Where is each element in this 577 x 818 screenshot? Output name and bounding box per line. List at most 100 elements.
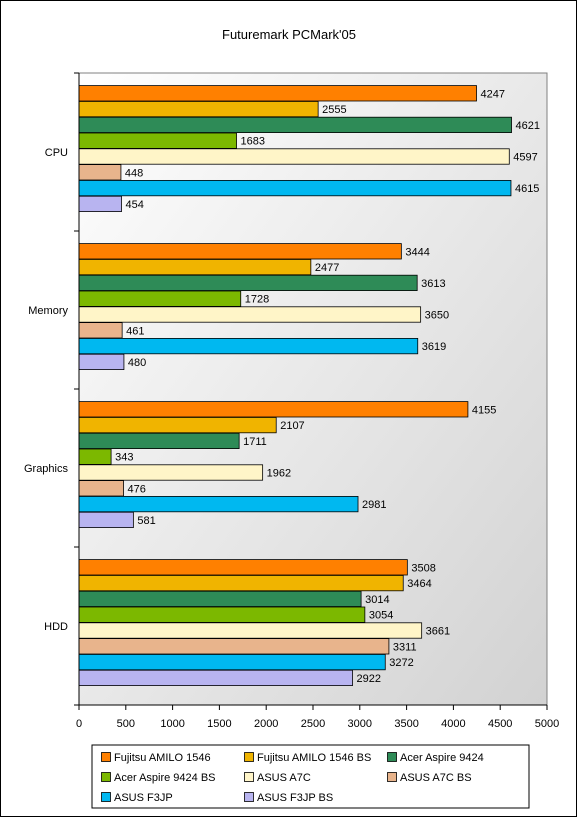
bar <box>78 101 319 118</box>
bar <box>78 337 419 355</box>
data-label: 3464 <box>407 578 431 590</box>
data-label: 3508 <box>411 562 435 574</box>
data-label: 2981 <box>362 499 386 511</box>
bar <box>78 511 134 529</box>
legend-swatch <box>101 792 111 802</box>
legend-label: Fujitsu AMILO 1546 BS <box>257 752 371 764</box>
data-label: 4247 <box>481 88 505 100</box>
data-label: 581 <box>137 515 155 527</box>
bar <box>78 290 242 307</box>
bar <box>78 495 359 513</box>
data-label: 3272 <box>389 657 413 669</box>
data-label: 454 <box>125 199 143 211</box>
bar <box>78 179 512 197</box>
data-label: 1683 <box>241 136 265 148</box>
data-label: 4597 <box>513 152 537 164</box>
data-label: 4615 <box>515 183 539 195</box>
data-label: 2922 <box>356 673 380 685</box>
legend-label: Acer Aspire 9424 <box>400 752 484 764</box>
y-tick-label: Memory <box>28 305 68 317</box>
bar <box>78 559 408 576</box>
x-tick-label: 500 <box>117 718 135 730</box>
bar <box>78 432 240 450</box>
bar <box>78 322 123 339</box>
bar <box>78 622 423 639</box>
axes-layer: CPU Memory Graphics HDD 0 500 1000 1500 2000 2500… <box>24 72 559 730</box>
data-label: 1711 <box>243 436 267 448</box>
bar <box>78 654 386 671</box>
data-label: 461 <box>126 325 144 337</box>
bar <box>78 669 353 687</box>
data-label: 1962 <box>267 468 291 480</box>
data-label: 3661 <box>426 626 450 638</box>
data-label: 2555 <box>322 104 346 116</box>
bar <box>78 132 237 149</box>
data-label: 476 <box>128 483 146 495</box>
y-tick-label: Graphics <box>24 463 69 475</box>
bar <box>78 116 512 133</box>
legend-label: ASUS A7C <box>257 772 311 784</box>
legend-swatch <box>387 772 397 782</box>
data-label: 3014 <box>365 594 389 606</box>
legend-swatch <box>244 772 254 782</box>
data-label: 3650 <box>425 310 449 322</box>
bar <box>78 480 124 497</box>
data-label: 3444 <box>405 246 429 258</box>
bar <box>78 606 366 623</box>
legend-label: ASUS F3JP BS <box>257 792 333 804</box>
x-tick-label: 0 <box>76 718 82 730</box>
bar <box>78 85 477 102</box>
x-tick-label: 3500 <box>394 718 418 730</box>
bar <box>78 353 125 371</box>
legend-swatch <box>101 752 111 762</box>
x-tick-label: 2500 <box>301 718 325 730</box>
bar <box>78 164 122 181</box>
data-label: 480 <box>128 357 146 369</box>
bar <box>78 306 422 323</box>
legend: Fujitsu AMILO 1546 Fujitsu AMILO 1546 BS A… <box>91 744 530 809</box>
legend-swatch <box>101 772 111 782</box>
data-label: 3054 <box>369 610 393 622</box>
x-tick-label: 5000 <box>535 718 559 730</box>
bar <box>78 638 390 655</box>
bar <box>78 243 402 260</box>
chart-title: Futuremark PCMark'05 <box>222 27 356 42</box>
bar <box>78 258 312 276</box>
data-label: 343 <box>115 452 133 464</box>
x-tick-label: 4500 <box>488 718 512 730</box>
legend-swatch <box>387 752 397 762</box>
data-label: 2477 <box>315 262 339 274</box>
bar <box>78 416 277 434</box>
x-tick-label: 3000 <box>348 718 372 730</box>
data-label: 3311 <box>393 641 417 653</box>
bar <box>78 401 469 418</box>
legend-box <box>91 744 530 809</box>
data-label: 1728 <box>245 294 269 306</box>
legend-label: Acer Aspire 9424 BS <box>114 772 216 784</box>
bar <box>78 590 362 608</box>
data-label: 4155 <box>472 404 496 416</box>
data-label: 2107 <box>280 420 304 432</box>
bar <box>78 274 418 292</box>
x-tick-label: 1500 <box>207 718 231 730</box>
legend-label: Fujitsu AMILO 1546 <box>114 752 211 764</box>
y-tick-label: CPU <box>45 147 68 159</box>
bar <box>78 575 404 592</box>
legend-swatch <box>244 792 254 802</box>
data-label: 448 <box>125 167 143 179</box>
bar <box>78 448 112 465</box>
x-tick-label: 1000 <box>160 718 184 730</box>
x-tick-label: 4000 <box>441 718 465 730</box>
legend-label: ASUS A7C BS <box>400 772 472 784</box>
bar <box>78 195 122 212</box>
data-label: 3619 <box>422 341 446 353</box>
bar <box>78 464 264 481</box>
legend-swatch <box>244 752 254 762</box>
y-tick-label: HDD <box>44 621 68 633</box>
data-label: 3613 <box>421 278 445 290</box>
x-tick-label: 2000 <box>254 718 278 730</box>
legend-label: ASUS F3JP <box>114 792 173 804</box>
data-label: 4621 <box>516 120 540 132</box>
